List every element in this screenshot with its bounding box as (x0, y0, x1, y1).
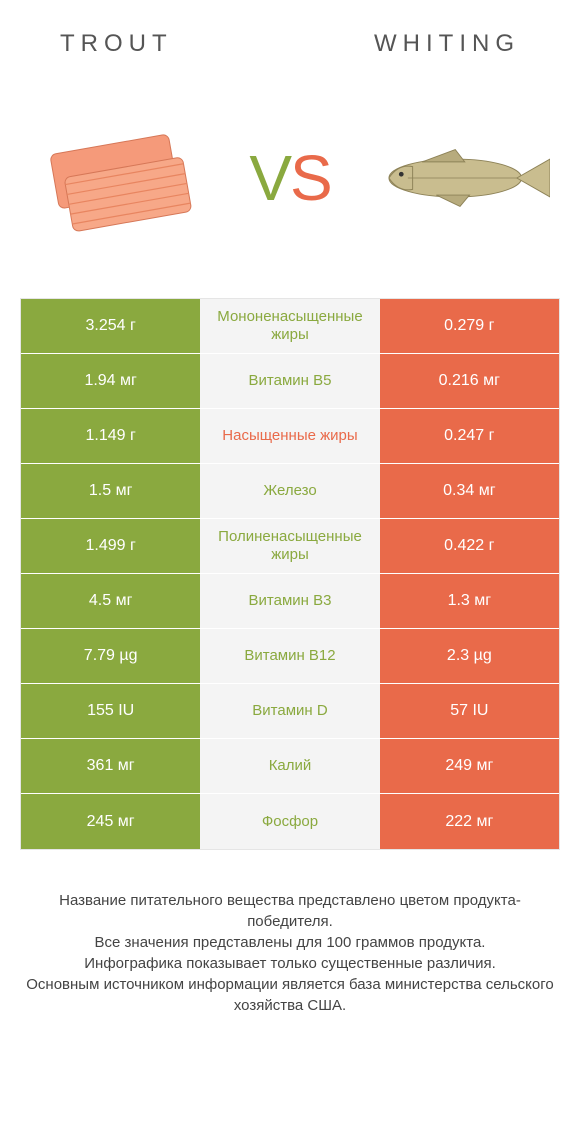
value-left: 4.5 мг (21, 574, 200, 628)
table-row: 361 мгКалий249 мг (21, 739, 559, 794)
table-row: 7.79 µgВитамин B122.3 µg (21, 629, 559, 684)
table-row: 4.5 мгВитамин B31.3 мг (21, 574, 559, 629)
vs-s: S (290, 142, 331, 214)
value-left: 245 мг (21, 794, 200, 849)
trout-fillet-icon (35, 113, 205, 243)
value-right: 0.247 г (380, 409, 559, 463)
nutrient-name: Калий (200, 739, 379, 793)
value-left: 1.499 г (21, 519, 200, 573)
value-right: 0.279 г (380, 299, 559, 353)
footer-text: Название питательного вещества представл… (0, 850, 580, 1016)
value-left: 7.79 µg (21, 629, 200, 683)
header-row: TROUT WHITING (0, 0, 580, 78)
nutrient-name: Железо (200, 464, 379, 518)
whiting-fish-icon (370, 128, 550, 228)
footer-line-3: Инфографика показывает только существенн… (24, 953, 556, 974)
value-left: 155 IU (21, 684, 200, 738)
images-row: VS (0, 78, 580, 298)
trout-image (30, 103, 210, 253)
value-left: 1.5 мг (21, 464, 200, 518)
nutrient-name: Насыщенные жиры (200, 409, 379, 463)
table-row: 1.499 гПолиненасыщенные жиры0.422 г (21, 519, 559, 574)
value-right: 0.216 мг (380, 354, 559, 408)
footer-line-2: Все значения представлены для 100 граммо… (24, 932, 556, 953)
value-right: 57 IU (380, 684, 559, 738)
value-right: 0.34 мг (380, 464, 559, 518)
footer-line-4: Основным источником информации является … (24, 974, 556, 1016)
nutrient-name: Мононенасыщенные жиры (200, 299, 379, 353)
nutrient-name: Фосфор (200, 794, 379, 849)
value-right: 249 мг (380, 739, 559, 793)
nutrient-name: Полиненасыщенные жиры (200, 519, 379, 573)
value-left: 1.94 мг (21, 354, 200, 408)
vs-v: V (249, 142, 290, 214)
vs-label: VS (249, 141, 330, 215)
table-row: 155 IUВитамин D57 IU (21, 684, 559, 739)
table-row: 1.5 мгЖелезо0.34 мг (21, 464, 559, 519)
value-right: 1.3 мг (380, 574, 559, 628)
value-left: 361 мг (21, 739, 200, 793)
value-left: 3.254 г (21, 299, 200, 353)
value-right: 2.3 µg (380, 629, 559, 683)
value-left: 1.149 г (21, 409, 200, 463)
whiting-image (370, 103, 550, 253)
product-right-title: WHITING (374, 30, 520, 58)
product-left-title: TROUT (60, 30, 173, 58)
table-row: 1.149 гНасыщенные жиры0.247 г (21, 409, 559, 464)
footer-line-1: Название питательного вещества представл… (24, 890, 556, 932)
nutrient-name: Витамин B5 (200, 354, 379, 408)
nutrient-name: Витамин D (200, 684, 379, 738)
nutrient-name: Витамин B12 (200, 629, 379, 683)
table-row: 245 мгФосфор222 мг (21, 794, 559, 849)
table-row: 1.94 мгВитамин B50.216 мг (21, 354, 559, 409)
table-row: 3.254 гМононенасыщенные жиры0.279 г (21, 299, 559, 354)
nutrient-name: Витамин B3 (200, 574, 379, 628)
value-right: 0.422 г (380, 519, 559, 573)
value-right: 222 мг (380, 794, 559, 849)
nutrient-table: 3.254 гМононенасыщенные жиры0.279 г1.94 … (20, 298, 560, 850)
